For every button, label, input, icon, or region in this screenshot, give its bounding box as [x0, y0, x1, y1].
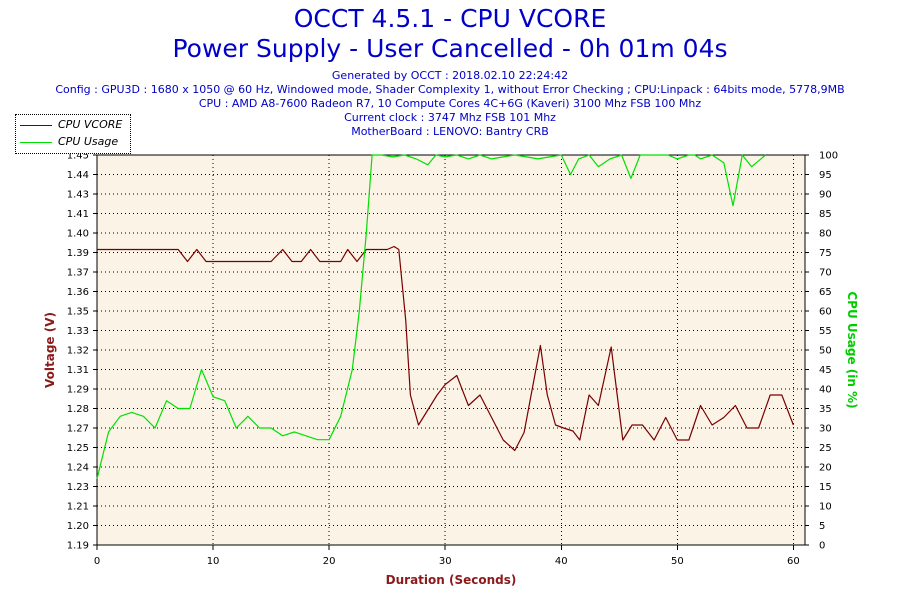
y2-tick-label: 85: [819, 209, 832, 220]
y2-tick-label: 20: [819, 463, 832, 474]
x-axis-title: Duration (Seconds): [386, 573, 517, 587]
y2-tick-label: 90: [819, 190, 832, 201]
chart-legend: CPU VCORE CPU Usage: [15, 114, 131, 154]
x-tick-label: 30: [439, 556, 452, 567]
legend-swatch-usage: [20, 142, 52, 143]
y2-tick-label: 40: [819, 385, 832, 396]
x-tick-label: 10: [207, 556, 220, 567]
y2-tick-label: 45: [819, 365, 832, 376]
y2-axis-title: CPU Usage (in %): [845, 291, 859, 408]
y2-tick-label: 75: [819, 248, 832, 259]
y2-tick-label: 70: [819, 268, 832, 279]
y2-tick-label: 55: [819, 326, 832, 337]
clock-info: Current clock : 3747 Mhz FSB 101 Mhz: [344, 111, 556, 124]
y2-tick-label: 35: [819, 404, 832, 415]
y-tick-label: 1.43: [67, 190, 89, 201]
series-line-vcore: [97, 245, 794, 452]
cpu-info: CPU : AMD A8-7600 Radeon R7, 10 Compute …: [198, 97, 702, 110]
y2-tick-label: 25: [819, 443, 832, 454]
y-tick-label: 1.39: [67, 248, 89, 259]
y-tick-label: 1.45: [67, 151, 89, 162]
plot-frame: [96, 154, 806, 546]
plot-area: [97, 155, 805, 545]
x-tick-label: 60: [787, 556, 800, 567]
y-tick-label: 1.28: [67, 404, 89, 415]
y-tick-label: 1.21: [67, 502, 89, 513]
y2-tick-label: 60: [819, 307, 832, 318]
y-tick-label: 1.27: [67, 424, 89, 435]
chart-title: OCCT 4.5.1 - CPU VCORE: [293, 4, 607, 33]
config-info: Config : GPU3D : 1680 x 1050 @ 60 Hz, Wi…: [55, 83, 845, 96]
y2-tick-label: 95: [819, 170, 832, 181]
series-line-usage: [96, 154, 766, 479]
legend-label-vcore: CPU VCORE: [58, 118, 123, 131]
y-tick-label: 1.41: [67, 209, 89, 220]
y-tick-label: 1.19: [67, 541, 89, 552]
x-tick-label: 20: [323, 556, 336, 567]
legend-swatch-vcore: [20, 125, 52, 126]
y2-tick-label: 0: [819, 541, 825, 552]
y-tick-label: 1.29: [67, 385, 89, 396]
y2-tick-label: 100: [819, 151, 838, 162]
x-tick-label: 0: [94, 556, 100, 567]
y-tick-label: 1.25: [67, 443, 89, 454]
motherboard-info: MotherBoard : LENOVO: Bantry CRB: [351, 125, 549, 138]
y2-tick-label: 5: [819, 521, 825, 532]
y2-tick-label: 50: [819, 346, 832, 357]
y-tick-label: 1.40: [67, 229, 89, 240]
y2-tick-label: 30: [819, 424, 832, 435]
y-tick-label: 1.23: [67, 482, 89, 493]
y-tick-label: 1.33: [67, 326, 89, 337]
x-tick-label: 50: [671, 556, 684, 567]
legend-label-usage: CPU Usage: [58, 135, 119, 148]
y2-tick-label: 80: [819, 229, 832, 240]
y-axis-title: Voltage (V): [43, 312, 57, 388]
x-tick-label: 40: [555, 556, 568, 567]
y-tick-label: 1.36: [67, 287, 89, 298]
y-tick-label: 1.44: [67, 170, 89, 181]
y-tick-label: 1.35: [67, 307, 89, 318]
y-tick-label: 1.20: [67, 521, 89, 532]
y2-tick-label: 15: [819, 482, 832, 493]
y-tick-label: 1.24: [67, 463, 89, 474]
y2-tick-label: 10: [819, 502, 832, 513]
y-tick-label: 1.37: [67, 268, 89, 279]
legend-item-vcore: CPU VCORE: [16, 117, 130, 133]
y2-tick-label: 65: [819, 287, 832, 298]
y-tick-label: 1.32: [67, 346, 89, 357]
generated-info: Generated by OCCT : 2018.02.10 22:24:42: [331, 69, 569, 82]
legend-item-usage: CPU Usage: [16, 134, 130, 150]
y-tick-label: 1.31: [67, 365, 89, 376]
chart-subtitle: Power Supply - User Cancelled - 0h 01m 0…: [172, 34, 728, 63]
